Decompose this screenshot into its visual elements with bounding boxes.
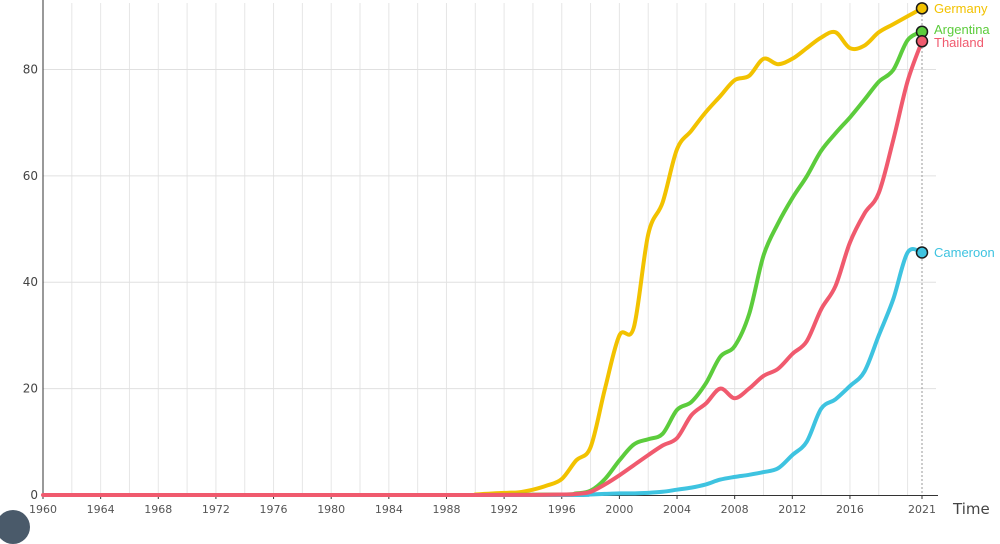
x-tick-label: 1960 (29, 503, 57, 516)
line-chart: 1960 1964 1968 1972 1976 1980 1984 1988 1992 1996… (23, 0, 995, 518)
grid (42, 3, 936, 495)
series-label-argentina[interactable]: Argentina (934, 22, 990, 37)
x-tick-label: 2004 (663, 503, 691, 516)
x-axis-title: Time (952, 500, 990, 518)
series-label-cameroon[interactable]: Cameroon (934, 245, 995, 260)
series-lines (41, 6, 924, 498)
series-line-cameroon (473, 247, 924, 498)
y-tick-label: 80 (23, 62, 38, 76)
x-tick-label: 2016 (836, 503, 864, 516)
x-tick-label: 2000 (605, 503, 633, 516)
x-tick-label: 2008 (721, 503, 749, 516)
y-tick-label: 20 (23, 382, 38, 396)
x-tick-label: 1980 (317, 503, 345, 516)
series-label-thailand[interactable]: Thailand (934, 35, 984, 50)
y-axis-ticks: 0 20 40 60 80 (23, 62, 38, 502)
x-tick-label: 1972 (202, 503, 230, 516)
axes (42, 0, 938, 496)
x-tick-label: 2012 (778, 503, 806, 516)
x-tick-label: 1996 (548, 503, 576, 516)
x-tick-label: 1984 (375, 503, 403, 516)
series-line-germany (473, 6, 924, 497)
y-tick-label: 0 (30, 488, 38, 502)
x-tick-label: 2021 (908, 503, 936, 516)
x-tick-label: 1968 (144, 503, 172, 516)
y-tick-label: 60 (23, 169, 38, 183)
x-tick-label: 1992 (490, 503, 518, 516)
help-badge[interactable] (0, 510, 30, 544)
end-marker-germany[interactable] (915, 2, 929, 15)
y-tick-label: 40 (23, 275, 38, 289)
x-axis-ticks: 1960 1964 1968 1972 1976 1980 1984 1988 1992 1996… (29, 495, 936, 516)
x-tick-label: 1976 (260, 503, 288, 516)
series-line-argentina (473, 29, 924, 497)
x-tick-label: 1964 (87, 503, 115, 516)
end-marker-thailand[interactable] (915, 35, 929, 48)
end-marker-cameroon[interactable] (915, 246, 929, 259)
series-line-thailand (41, 39, 924, 498)
x-tick-label: 1988 (432, 503, 460, 516)
series-label-germany[interactable]: Germany (934, 1, 988, 16)
